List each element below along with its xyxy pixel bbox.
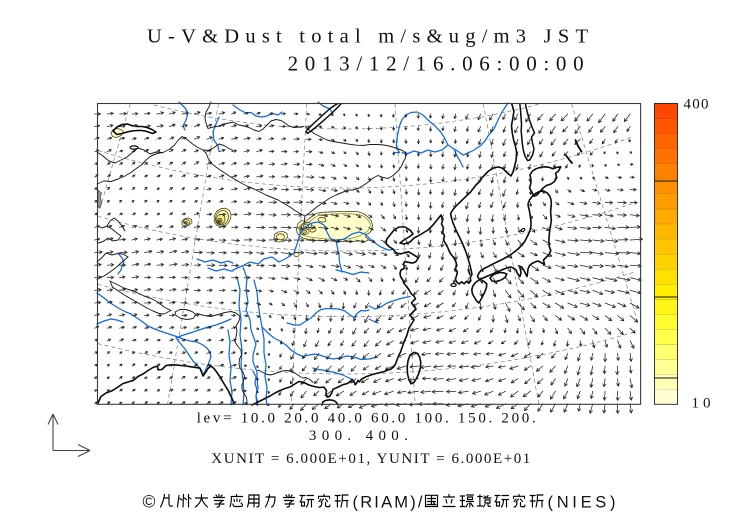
svg-text:lev= 10.0 20.0 40.0 60.0 100.: lev= 10.0 20.0 40.0 60.0 100. 150. 200.: [197, 411, 536, 427]
svg-text:©: ©: [143, 492, 156, 512]
svg-text:400: 400: [684, 97, 709, 113]
svg-text:(RIAM)/: (RIAM)/: [353, 494, 423, 512]
svg-text:300. 400.: 300. 400.: [309, 428, 408, 444]
svg-text:U-V&Dust total m/s&ug/m3 JST: U-V&Dust total m/s&ug/m3 JST: [147, 26, 588, 48]
svg-text:10: 10: [692, 396, 711, 412]
svg-text:2013/12/16.06:00:00: 2013/12/16.06:00:00: [288, 52, 584, 76]
svg-text:XUNIT = 6.000E+01, YUNIT =: XUNIT = 6.000E+01, YUNIT = 6.000E+01: [211, 451, 530, 467]
svg-text:(NIES): (NIES): [548, 494, 616, 512]
